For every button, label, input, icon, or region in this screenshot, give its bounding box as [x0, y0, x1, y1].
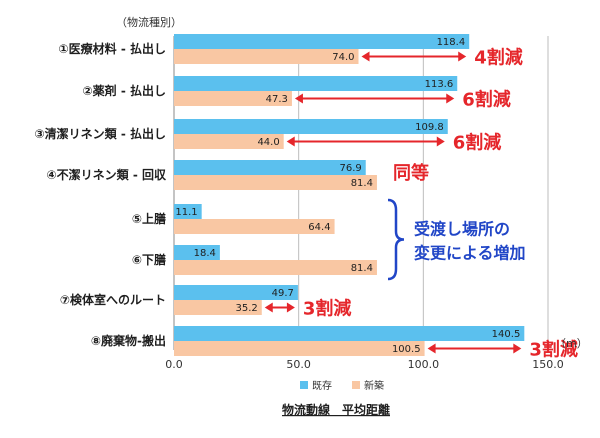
bar: [174, 245, 220, 260]
category-label: ①医療材料 - 払出し: [59, 41, 167, 56]
tick-label: 100.0: [408, 358, 440, 371]
arrowhead-right: [286, 302, 295, 313]
category-label: ⑧廃棄物-搬出: [91, 333, 166, 348]
curly-bracket: [387, 198, 405, 281]
bar: [174, 91, 292, 106]
arrowhead-left: [264, 302, 273, 313]
bar-value-label: 113.6: [425, 79, 454, 90]
bracket-note-text: 変更による増加: [414, 244, 526, 263]
legend-swatch: [300, 381, 308, 389]
bar-value-label: 140.5: [492, 329, 521, 340]
bar: [174, 76, 458, 91]
bar: [174, 285, 298, 300]
bar: [174, 326, 525, 341]
annotation-text: 4割減: [474, 47, 523, 69]
bar: [174, 119, 448, 134]
bar: [174, 300, 262, 315]
legend-item: 新築: [352, 379, 384, 392]
category-label: ③清潔リネン類 - 払出し: [35, 126, 167, 141]
tick-label: 0.0: [165, 358, 183, 371]
chart-title: 物流動線 平均距離: [282, 402, 390, 417]
bar: [174, 260, 377, 275]
bar-value-label: 76.9: [339, 163, 361, 174]
bar: [174, 175, 377, 190]
arrowhead-left: [361, 51, 370, 62]
category-axis-label: （物流種別）: [116, 15, 182, 29]
arrowhead-right: [446, 93, 455, 104]
bar-value-label: 18.4: [194, 248, 216, 259]
legend-label: 既存: [312, 379, 332, 392]
bar: [174, 34, 470, 49]
arrowhead-right: [458, 51, 467, 62]
reduction-arrow: [427, 343, 522, 354]
legend-item: 既存: [300, 379, 332, 392]
arrowhead-left: [427, 343, 436, 354]
bar-value-label: 81.4: [351, 263, 373, 274]
reduction-arrow: [286, 136, 445, 147]
category-label: ④不潔リネン類 - 回収: [47, 167, 167, 182]
reduction-arrow: [361, 51, 467, 62]
annotation-text: 同等: [393, 162, 429, 184]
tick-label: 50.0: [286, 358, 311, 371]
bar: [174, 219, 335, 234]
arrowhead-right: [513, 343, 522, 354]
reduction-arrow: [264, 302, 295, 313]
bar-value-label: 44.0: [257, 137, 279, 148]
legend-label: 新築: [364, 379, 384, 392]
bar-value-label: 100.5: [392, 344, 421, 355]
bar: [174, 160, 366, 175]
annotation-text: 3割減: [303, 298, 352, 320]
arrowhead-right: [436, 136, 445, 147]
bar-value-label: 64.4: [308, 222, 330, 233]
bar-value-label: 74.0: [332, 52, 354, 63]
category-label: ⑥下膳: [132, 252, 166, 267]
arrowhead-left: [294, 93, 303, 104]
tick-label: 150.0: [532, 358, 564, 371]
category-label: ②薬剤 - 払出し: [83, 83, 167, 98]
bar: [174, 204, 202, 219]
annotation-text: 3割減: [529, 339, 578, 361]
bar: [174, 49, 359, 64]
bar-value-label: 81.4: [351, 178, 373, 189]
reduction-arrow: [294, 93, 455, 104]
bar-value-label: 47.3: [266, 94, 288, 105]
legend-swatch: [352, 381, 360, 389]
annotation-text: 6割減: [462, 89, 511, 111]
bar-value-label: 11.1: [175, 207, 197, 218]
bar-value-label: 49.7: [272, 288, 294, 299]
bar: [174, 134, 284, 149]
arrowhead-left: [286, 136, 295, 147]
bar: [174, 341, 425, 356]
unit-label: （m）: [555, 337, 588, 350]
bar-value-label: 118.4: [437, 37, 466, 48]
annotation-text: 6割減: [453, 132, 502, 154]
bar-value-label: 109.8: [415, 122, 444, 133]
category-label: ⑤上膳: [132, 211, 166, 226]
category-label: ⑦検体室へのルート: [60, 292, 166, 307]
bracket-note-text: 受渡し場所の: [414, 220, 510, 239]
bar-value-label: 35.2: [235, 303, 257, 314]
